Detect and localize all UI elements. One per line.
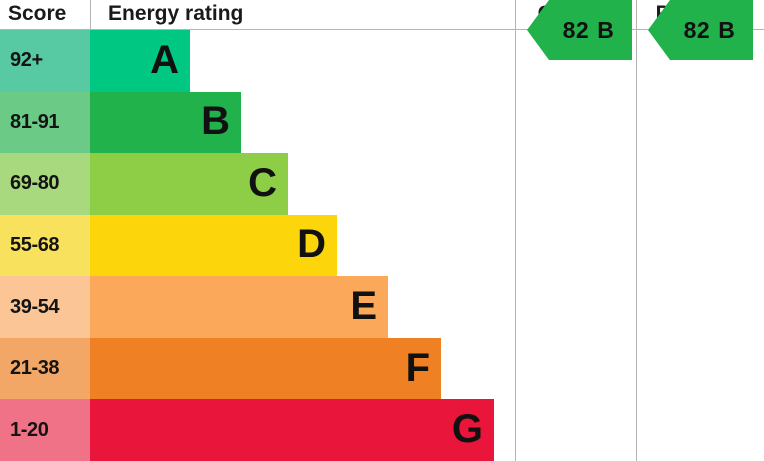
rating-band-row: 39-54 E	[0, 276, 515, 338]
rating-bar-d: D	[90, 214, 337, 277]
rating-band-row: 69-80 C	[0, 153, 515, 215]
rating-bar-letter: F	[405, 345, 430, 390]
rating-bar-letter: E	[350, 284, 377, 329]
rating-bar-c: C	[90, 153, 288, 215]
rating-bar-letter: C	[248, 160, 277, 205]
potential-rating-band: B	[718, 16, 736, 43]
score-range-label: 55-68	[0, 214, 90, 277]
rating-bar-letter: A	[150, 37, 179, 82]
score-range-label: 81-91	[0, 91, 90, 154]
score-range-label: 69-80	[0, 153, 90, 215]
score-range-label: 39-54	[0, 276, 90, 338]
rating-bar-g: G	[90, 399, 494, 461]
potential-rating-badge: 82 B	[648, 0, 753, 60]
current-rating-band: B	[597, 16, 615, 43]
rating-bar-b: B	[90, 91, 241, 154]
rating-bar-letter: D	[297, 222, 326, 267]
rating-band-rows: 92+ A 81-91 B 69-80 C 55-68 D 39-54 E 21-38 F 1-20 G	[0, 30, 764, 461]
column-header-score: Score	[8, 2, 67, 25]
divider-potential-column	[636, 0, 637, 461]
rating-bar-letter: G	[451, 407, 483, 452]
rating-band-row: 1-20 G	[0, 399, 515, 461]
rating-band-row: 21-38 F	[0, 337, 515, 400]
current-rating-score: 82	[562, 16, 590, 43]
score-range-label: 92+	[0, 30, 90, 92]
rating-band-row: 55-68 D	[0, 214, 515, 277]
rating-bar-e: E	[90, 276, 388, 338]
divider-current-column	[515, 0, 516, 461]
potential-rating-score: 82	[683, 16, 711, 43]
rating-bar-letter: B	[201, 99, 230, 144]
current-rating-badge: 82 B	[527, 0, 632, 60]
rating-bar-a: A	[90, 30, 190, 92]
rating-bar-f: F	[90, 337, 441, 400]
rating-band-row: 92+ A	[0, 30, 515, 92]
table-header: Score Energy rating Current Potential	[0, 0, 764, 30]
divider-score-column	[90, 0, 91, 30]
score-range-label: 21-38	[0, 337, 90, 400]
column-header-energy-rating: Energy rating	[108, 2, 244, 25]
rating-band-row: 81-91 B	[0, 91, 515, 154]
score-range-label: 1-20	[0, 399, 90, 461]
